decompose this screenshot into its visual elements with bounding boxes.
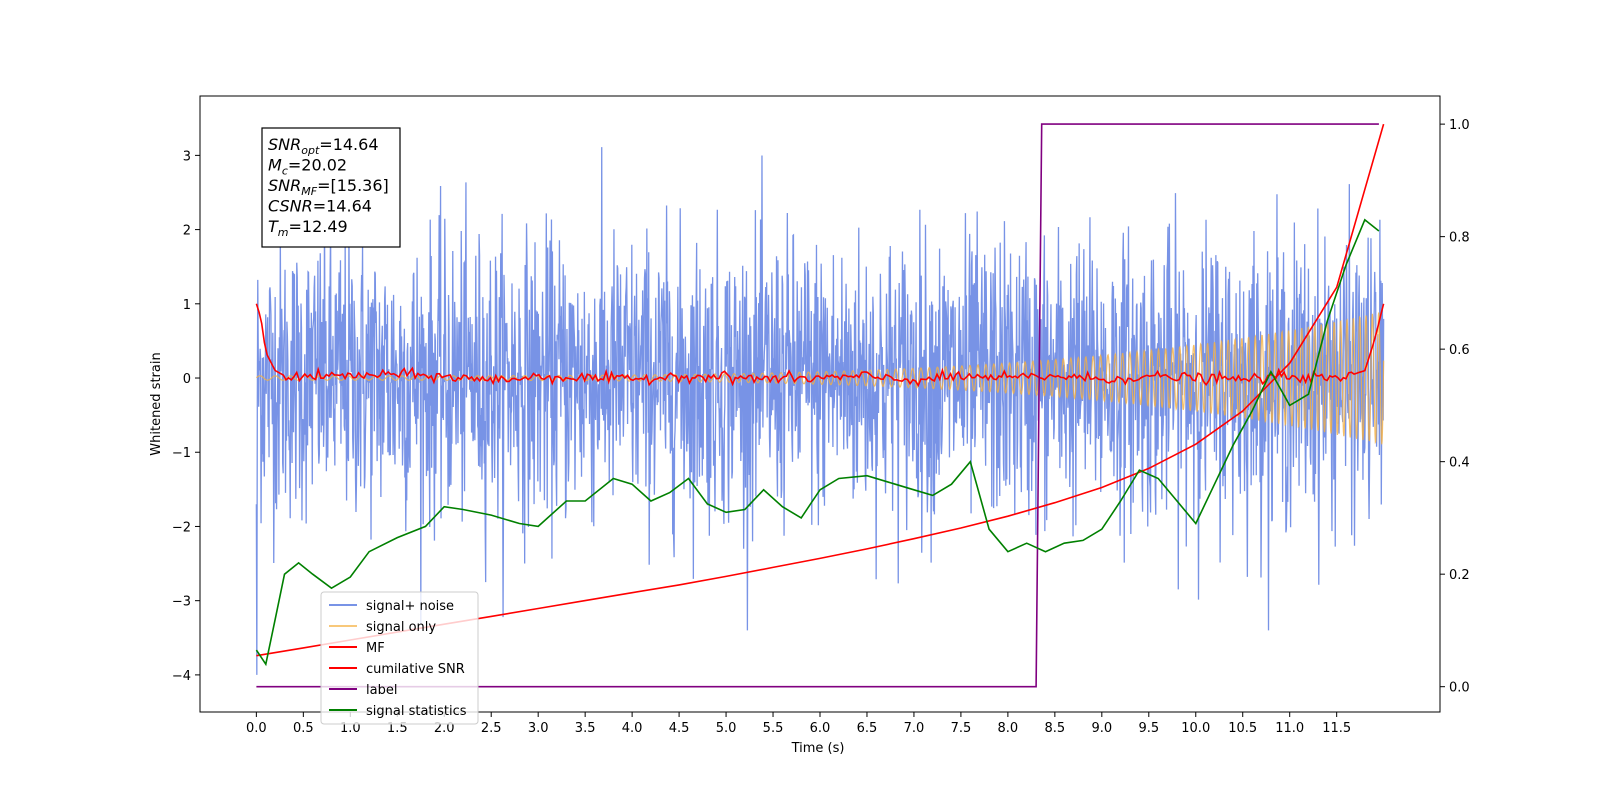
annotation-line: SNRMF=[15.36] bbox=[268, 176, 389, 198]
x-tick-label: 7.5 bbox=[951, 721, 972, 736]
x-tick-label: 2.0 bbox=[434, 721, 455, 736]
y2-tick-label: 1.0 bbox=[1449, 118, 1470, 133]
y-tick-label: 3 bbox=[183, 149, 191, 164]
x-tick-label: 0.5 bbox=[293, 721, 314, 736]
annotation-subscript: MF bbox=[301, 185, 317, 198]
y-tick-label: 2 bbox=[183, 224, 191, 239]
x-tick-label: 6.5 bbox=[857, 721, 878, 736]
legend-entry: MF bbox=[366, 641, 385, 656]
series-signal-noise bbox=[255, 147, 1385, 675]
x-tick-label: 4.5 bbox=[669, 721, 690, 736]
annotation-value: =20.02 bbox=[288, 156, 347, 175]
annotation-symbol: SNR bbox=[268, 176, 301, 195]
legend-entry: signal only bbox=[366, 620, 436, 635]
x-tick-label: 1.0 bbox=[340, 721, 361, 736]
annotation-symbol: CSNR bbox=[268, 197, 313, 216]
y-tick-label: −4 bbox=[172, 669, 191, 684]
x-tick-label: 8.0 bbox=[998, 721, 1019, 736]
x-tick-label: 1.5 bbox=[387, 721, 408, 736]
annotation-value: =14.64 bbox=[313, 197, 372, 216]
y2-tick-label: 0.8 bbox=[1449, 231, 1470, 246]
legend-frame bbox=[320, 591, 479, 725]
x-tick-label: 11.5 bbox=[1322, 721, 1351, 736]
annotation-subscript: c bbox=[282, 165, 288, 178]
annotation-line: Tm=12.49 bbox=[268, 217, 348, 239]
annotation-value: =14.64 bbox=[319, 135, 378, 154]
annotation-symbol: M bbox=[268, 156, 282, 175]
x-tick-label: 4.0 bbox=[622, 721, 643, 736]
x-tick-label: 3.0 bbox=[528, 721, 549, 736]
metrics-annotation-box: SNRopt=14.64Mc=20.02SNRMF=[15.36]CSNR=14… bbox=[261, 127, 401, 248]
x-tick-label: 0.0 bbox=[246, 721, 267, 736]
annotation-line: SNRopt=14.64 bbox=[268, 135, 379, 157]
series-signal-statistics bbox=[255, 218, 1380, 667]
annotation-line: Mc=20.02 bbox=[268, 156, 347, 178]
x-tick-label: 8.5 bbox=[1045, 721, 1066, 736]
annotation-symbol: T bbox=[268, 217, 279, 236]
annotation-value: =[15.36] bbox=[317, 176, 389, 195]
x-tick-label: 6.0 bbox=[810, 721, 831, 736]
x-tick-label: 9.5 bbox=[1138, 721, 1159, 736]
y-tick-label: 1 bbox=[183, 298, 191, 313]
y-tick-label: 0 bbox=[183, 372, 191, 387]
y-axis-right: 0.0 0.2 0.4 0.6 0.8 1.0 bbox=[1440, 118, 1470, 696]
x-tick-label: 3.5 bbox=[575, 721, 596, 736]
x-tick-label: 5.5 bbox=[763, 721, 784, 736]
y2-tick-label: 0.2 bbox=[1449, 568, 1470, 583]
y2-tick-label: 0.0 bbox=[1449, 681, 1470, 696]
x-tick-label: 10.0 bbox=[1181, 721, 1210, 736]
annotation-subscript: opt bbox=[301, 144, 320, 157]
series-mf bbox=[255, 303, 1385, 388]
annotation-box-frame bbox=[261, 127, 401, 248]
legend-entry: signal+ noise bbox=[366, 599, 454, 614]
x-tick-label: 7.0 bbox=[904, 721, 925, 736]
annotation-symbol: SNR bbox=[268, 135, 301, 154]
x-axis-label: Time (s) bbox=[791, 741, 845, 756]
annotation-line: CSNR=14.64 bbox=[268, 197, 372, 216]
y-tick-label: −2 bbox=[172, 520, 191, 535]
x-tick-label: 2.5 bbox=[481, 721, 502, 736]
legend-entry: signal statistics bbox=[366, 704, 467, 719]
legend-entry: cumilative SNR bbox=[366, 662, 465, 677]
series-signal-only bbox=[255, 312, 1385, 445]
legend-entry: label bbox=[366, 683, 397, 698]
x-axis: 0.0 0.5 1.0 1.5 2.0 2.5 3.0 3.5 4.0 4.5 5.0 5.5 6.0 6… bbox=[246, 712, 1351, 736]
x-tick-label: 9.0 bbox=[1091, 721, 1112, 736]
y-axis-label: Whitened strain bbox=[149, 352, 164, 455]
y-tick-label: −3 bbox=[172, 595, 191, 610]
annotation-value: =12.49 bbox=[289, 217, 348, 236]
y2-tick-label: 0.4 bbox=[1449, 456, 1470, 471]
y-tick-label: −1 bbox=[172, 446, 191, 461]
series-label bbox=[256, 123, 1379, 688]
y-axis-left: −4 −3 −2 −1 0 1 2 3 bbox=[172, 149, 200, 684]
x-tick-label: 5.0 bbox=[716, 721, 737, 736]
x-tick-label: 11.0 bbox=[1275, 721, 1304, 736]
legend: signal+ noise signal only MF cumilative SNR… bbox=[320, 591, 479, 725]
x-tick-label: 10.5 bbox=[1228, 721, 1257, 736]
y2-tick-label: 0.6 bbox=[1449, 343, 1470, 358]
annotation-subscript: m bbox=[278, 226, 289, 239]
